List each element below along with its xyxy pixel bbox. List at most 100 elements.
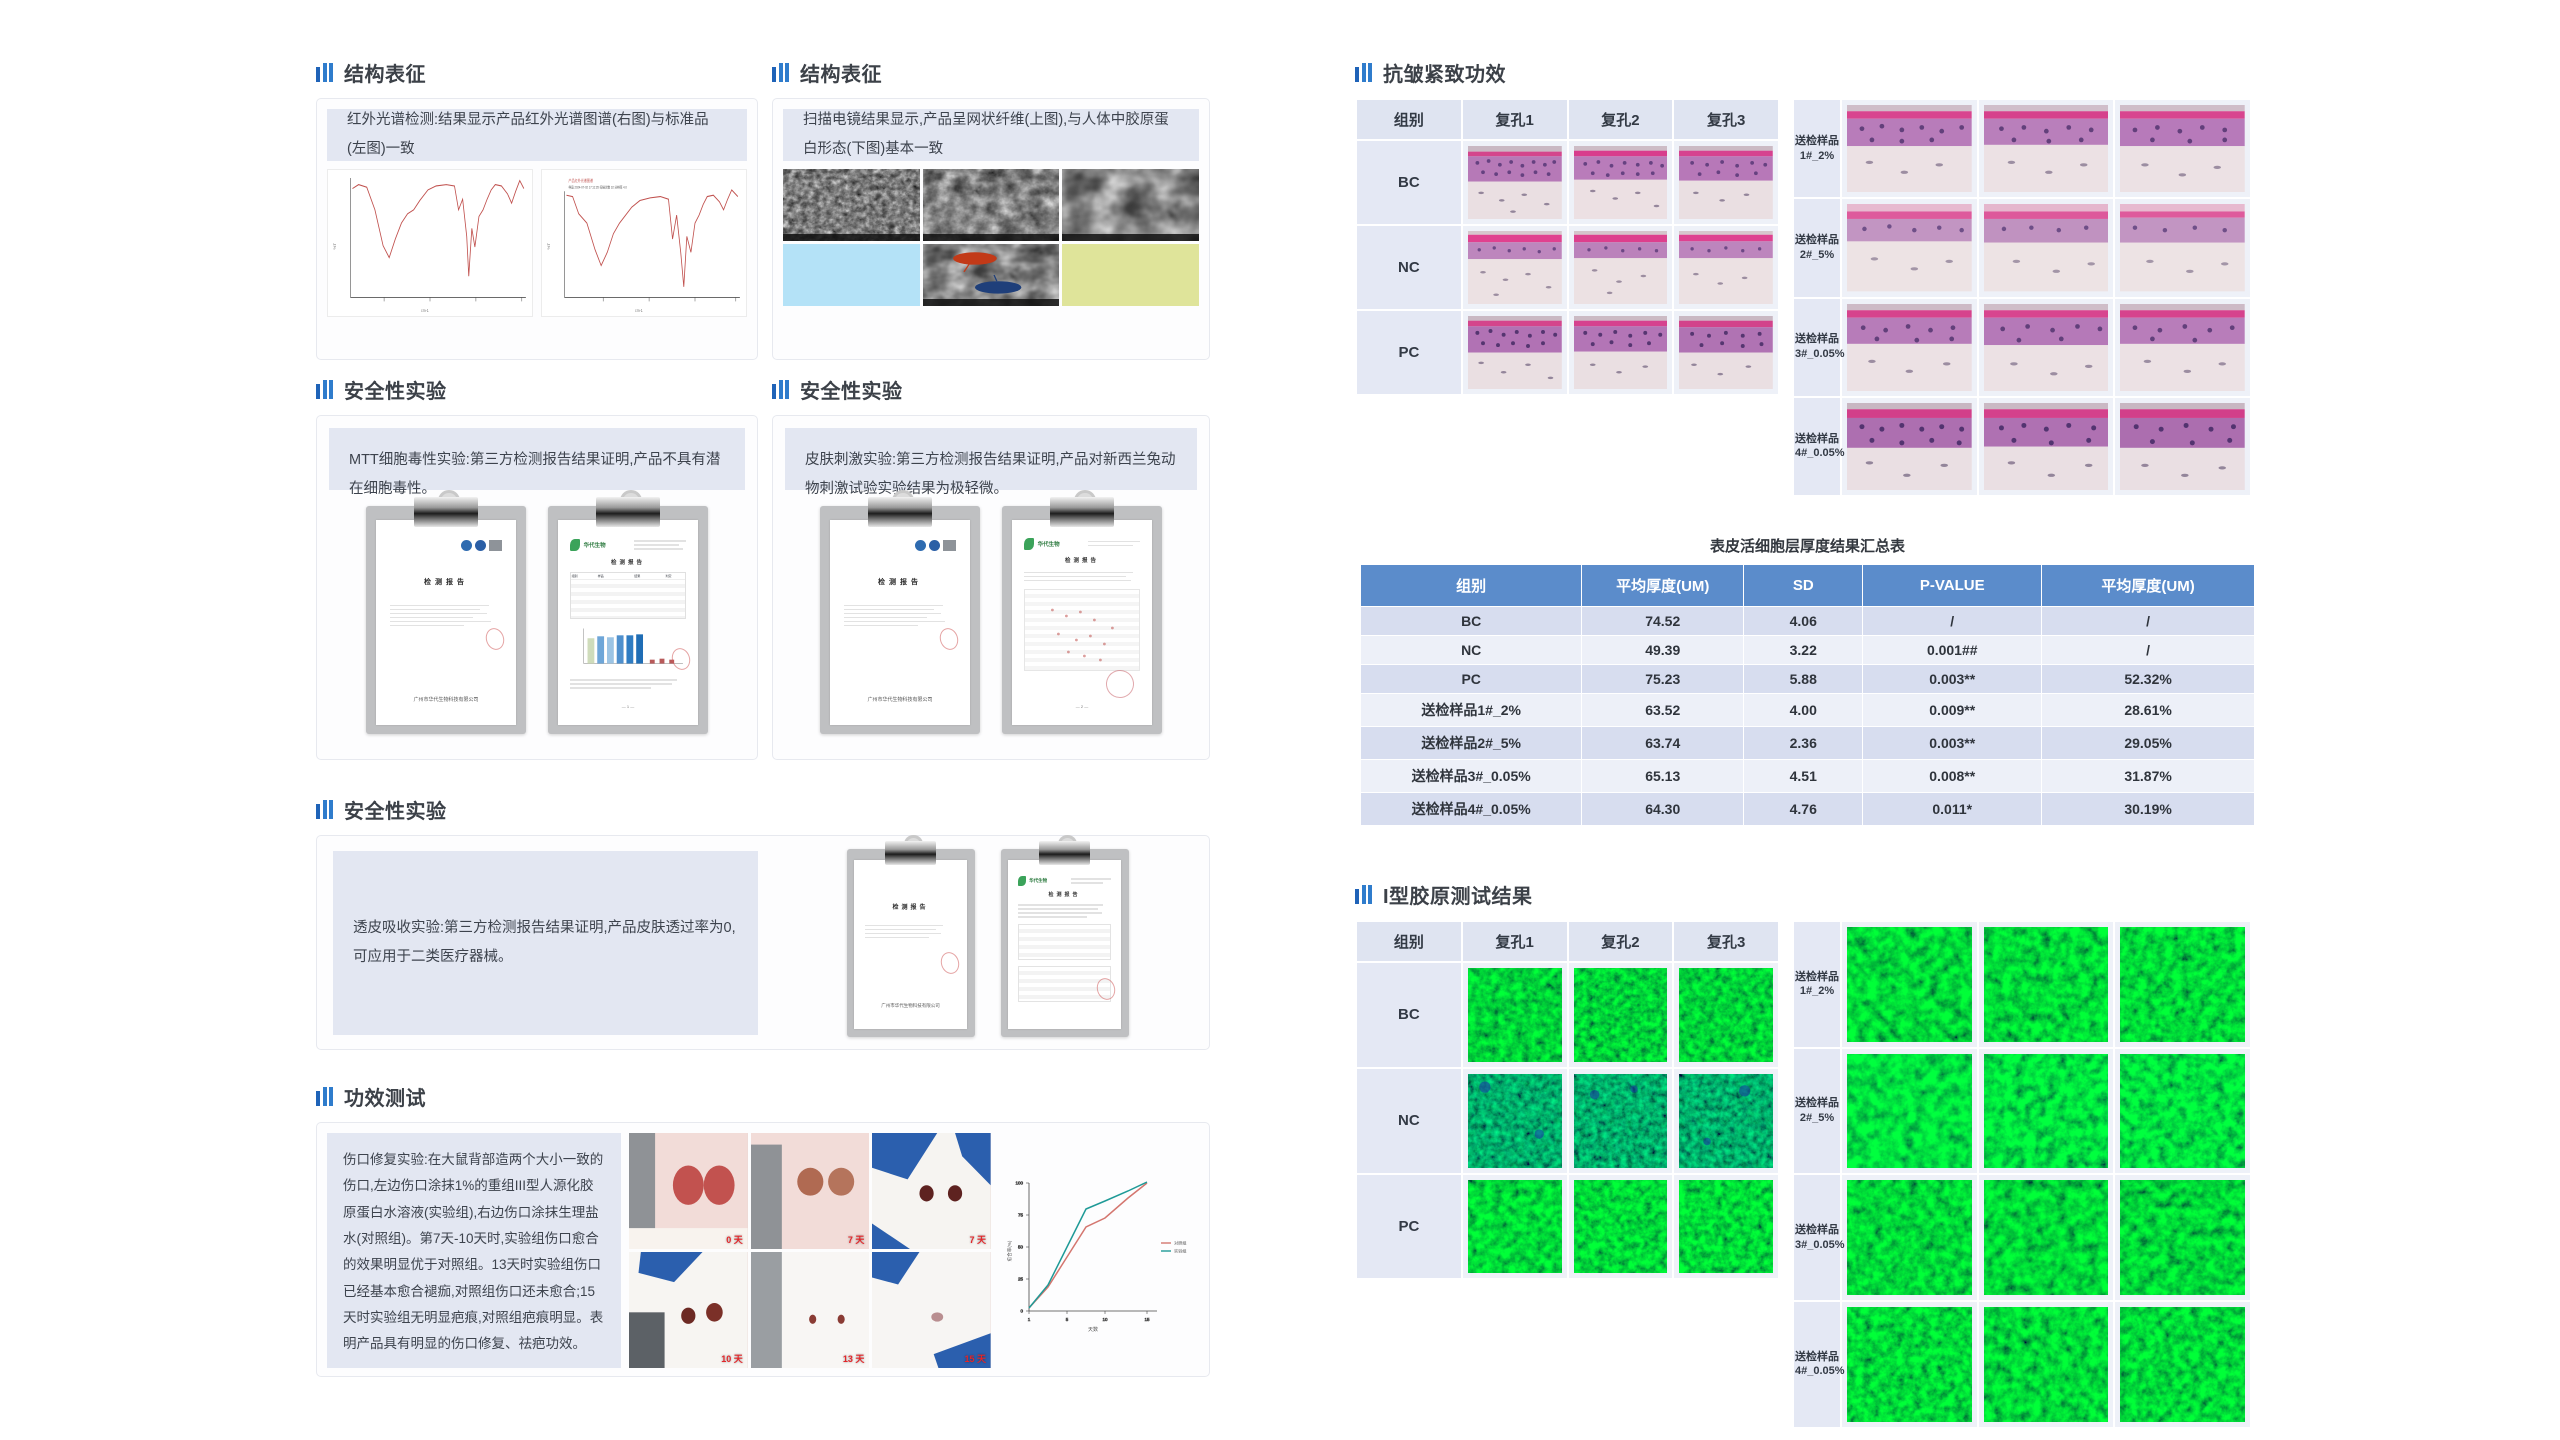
svg-text:15: 15 bbox=[1144, 1317, 1150, 1322]
table-row: 送检样品3#_0.05% bbox=[1794, 1175, 2250, 1301]
col-rep3: 复孔3 bbox=[1674, 100, 1778, 139]
sem-image-annotated bbox=[922, 244, 1060, 306]
card-safety-mtt: MTT细胞毒性实验:第三方检测报告结果证明,产品不具有潜在细胞毒性。 检测报告 bbox=[316, 415, 758, 760]
cell-pvalue: 0.001## bbox=[1862, 635, 2043, 665]
certificate-title: 检测报告 bbox=[878, 578, 922, 586]
cell-sd: 2.36 bbox=[1743, 726, 1864, 760]
cell-mean: 64.30 bbox=[1581, 792, 1745, 826]
section-title: 安全性实验 bbox=[344, 801, 447, 823]
cell-sd: 4.06 bbox=[1743, 606, 1864, 636]
wound-photo: 7 天 bbox=[750, 1133, 870, 1249]
he-stain-image bbox=[2120, 105, 2245, 193]
cell-sd: 4.00 bbox=[1743, 693, 1864, 727]
histology-image-cell bbox=[1978, 397, 2114, 496]
fluorescence-cell bbox=[1978, 1048, 2114, 1174]
sem-image-grid bbox=[783, 169, 1199, 306]
cell-mean2: 52.32% bbox=[2041, 664, 2255, 694]
clipboard-clamp bbox=[596, 496, 660, 527]
svg-text:1: 1 bbox=[1028, 1317, 1031, 1322]
fluorescence-cell bbox=[1568, 1068, 1673, 1173]
table-row: 送检样品3#_0.05% 65.13 4.51 0.008** 31.87% bbox=[1359, 759, 2255, 793]
section-heading: I型胶原测试结果 bbox=[1355, 880, 2255, 909]
histology-image-cell bbox=[2115, 100, 2250, 198]
fluorescence-cell bbox=[1568, 963, 1673, 1067]
he-stain-image bbox=[1847, 105, 1972, 193]
he-stain-image bbox=[1679, 316, 1773, 390]
row-label: NC bbox=[1357, 226, 1461, 310]
histology-image-cell bbox=[1568, 311, 1673, 395]
collagen-main-table: 组别 复孔1 复孔2 复孔3 BC NC bbox=[1355, 920, 1780, 1281]
blurb-structure-ir: 红外光谱检测:结果显示产品红外光谱图谱(右图)与标准品(左图)一致 bbox=[327, 109, 747, 161]
sem-image bbox=[922, 169, 1060, 241]
certificate-stamp bbox=[937, 949, 962, 977]
row-label: 送检样品3#_0.05% bbox=[1794, 298, 1845, 396]
row-label: NC bbox=[1357, 1068, 1461, 1173]
cell-mean: 74.52 bbox=[1581, 606, 1745, 636]
fluorescence-cell bbox=[1842, 1302, 1977, 1427]
certificate-clipboard: 检测报告 广州市华代生物科技有限公司 bbox=[820, 490, 980, 734]
col-group: 组别 bbox=[1357, 922, 1461, 961]
row-label: BC bbox=[1357, 963, 1461, 1067]
certificate-clipboard: 华代生物 检测报告 bbox=[1002, 490, 1162, 734]
certificate-bar-chart bbox=[582, 628, 683, 665]
svg-text:10: 10 bbox=[1102, 1317, 1108, 1322]
rat-wound-image bbox=[872, 1252, 991, 1368]
fluorescence-image bbox=[1573, 1179, 1668, 1274]
svg-text:cm-1: cm-1 bbox=[421, 308, 429, 314]
table-row: 送检样品2#_5% bbox=[1794, 1048, 2250, 1174]
fluorescence-cell bbox=[1462, 1068, 1567, 1173]
certificate-paper: 华代生物 检测报告 组别样 bbox=[557, 519, 699, 725]
card-efficacy: 伤口修复实验:在大鼠背部造两个大小一致的伤口,左边伤口涂抹1%的重组III型人源… bbox=[316, 1122, 1210, 1377]
he-stain-image bbox=[1467, 316, 1562, 390]
heading-bars-icon bbox=[772, 380, 789, 399]
fluorescence-cell bbox=[1462, 1174, 1567, 1279]
cell-pvalue: 0.003** bbox=[1862, 664, 2043, 694]
row-label: PC bbox=[1357, 311, 1461, 395]
sem-fiber-texture bbox=[1062, 169, 1199, 241]
section-heading: 安全性实验 bbox=[316, 795, 1210, 824]
section-safety-permeation: 安全性实验 透皮吸收实验:第三方检测报告结果证明,产品皮肤透过率为0,可应用于二… bbox=[316, 795, 1210, 1050]
ir-chart-product: 产品红外光谱图谱 样品 2024-07-02 17:11:35 扫描次数 32 … bbox=[541, 169, 747, 317]
blurb-safety-permeation: 透皮吸收实验:第三方检测报告结果证明,产品皮肤透过率为0,可应用于二类医疗器械。 bbox=[333, 850, 758, 1035]
certificate-clipboard: 华代生物 检测报告 bbox=[1000, 835, 1129, 1037]
section-structure-sem: 结构表征 扫描电镜结果显示,产品呈网状纤维(上图),与人体中胶原蛋白形态(下图)… bbox=[772, 58, 1210, 360]
certificate-clipboard: 检测报告 广州市华代生物科技有限公司 bbox=[366, 490, 526, 734]
ir-spectrum-svg: 产品红外光谱图谱 样品 2024-07-02 17:11:35 扫描次数 32 … bbox=[542, 170, 746, 316]
section-safety-mtt: 安全性实验 MTT细胞毒性实验:第三方检测报告结果证明,产品不具有潜在细胞毒性。 bbox=[316, 375, 758, 760]
table-row: PC bbox=[1357, 1174, 1778, 1279]
certificate-footer: 广州市华代生物科技有限公司 bbox=[867, 696, 933, 703]
cell-group: 送检样品3#_0.05% bbox=[1359, 759, 1583, 793]
section-structure-ir: 结构表征 红外光谱检测:结果显示产品红外光谱图谱(右图)与标准品(左图)一致 bbox=[316, 58, 758, 360]
rat-wound-image bbox=[872, 1133, 991, 1249]
he-stain-image bbox=[1679, 146, 1773, 220]
table-row: NC bbox=[1357, 226, 1778, 310]
card-structure-ir: 红外光谱检测:结果显示产品红外光谱图谱(右图)与标准品(左图)一致 %T cm-… bbox=[316, 98, 758, 360]
svg-text:cm-1: cm-1 bbox=[635, 308, 643, 314]
svg-text:5: 5 bbox=[1066, 1317, 1069, 1322]
certificate-stamp bbox=[1102, 666, 1139, 702]
he-stain-image bbox=[1983, 204, 2109, 292]
col-rep1: 复孔1 bbox=[1462, 100, 1567, 139]
certificate-title: 检测报告 bbox=[892, 904, 929, 911]
fluorescence-image bbox=[1679, 1073, 1773, 1168]
section-heading: 抗皱紧致功效 bbox=[1355, 58, 2255, 87]
blurb-efficacy: 伤口修复实验:在大鼠背部造两个大小一致的伤口,左边伤口涂抹1%的重组III型人源… bbox=[327, 1133, 622, 1368]
rat-wound-image bbox=[629, 1252, 748, 1368]
heading-bars-icon bbox=[316, 1087, 333, 1106]
section-efficacy: 功效测试 伤口修复实验:在大鼠背部造两个大小一致的伤口,左边伤口涂抹1%的重组I… bbox=[316, 1082, 1210, 1377]
fluorescence-image bbox=[2120, 1180, 2245, 1296]
histology-image-cell bbox=[1674, 226, 1778, 310]
he-stain-image bbox=[1467, 231, 1562, 305]
sem-fiber-texture bbox=[922, 244, 1060, 306]
fluorescence-image bbox=[2120, 1053, 2245, 1169]
fluorescence-image bbox=[1467, 1179, 1562, 1274]
histology-image-cell bbox=[2115, 199, 2250, 297]
chart-ylabel: 愈合率(%) bbox=[1006, 1240, 1013, 1261]
table-row: BC bbox=[1357, 141, 1778, 225]
clipboard-clamp bbox=[868, 496, 932, 527]
table-row: NC bbox=[1357, 1068, 1778, 1173]
cell-mean2: 29.05% bbox=[2041, 726, 2255, 760]
fluorescence-cell bbox=[1674, 1068, 1778, 1173]
photo-day-label: 7 天 bbox=[969, 1235, 986, 1245]
col-rep2: 复孔2 bbox=[1568, 922, 1673, 961]
